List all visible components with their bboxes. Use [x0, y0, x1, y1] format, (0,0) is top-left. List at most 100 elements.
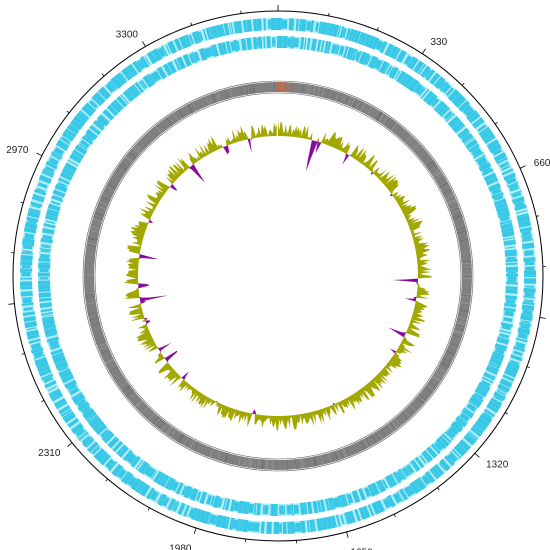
- feature-tick: [165, 425, 172, 435]
- cds-feature: [137, 460, 146, 472]
- cds-feature: [165, 477, 174, 490]
- cds-feature: [174, 58, 181, 71]
- feature-tick: [456, 230, 467, 234]
- cds-feature: [421, 474, 431, 486]
- cds-feature: [88, 99, 99, 109]
- feature-tick: [135, 144, 143, 152]
- cds-feature: [492, 351, 505, 358]
- cds-feature: [32, 193, 45, 201]
- cds-feature: [108, 461, 118, 472]
- cds-feature: [474, 420, 487, 431]
- cds-feature: [485, 177, 499, 186]
- cds-feature: [52, 189, 66, 198]
- cds-feature: [389, 45, 399, 59]
- cds-feature: [520, 314, 533, 322]
- gc-skew-positive: [123, 121, 433, 431]
- cds-feature: [371, 37, 380, 50]
- cds-feature: [182, 504, 189, 517]
- cds-feature: [173, 38, 183, 51]
- feature-tick: [249, 84, 252, 94]
- cds-feature: [139, 483, 151, 497]
- minor-tick: [41, 400, 45, 403]
- feature-tick: [338, 92, 343, 103]
- feature-tick: [438, 181, 448, 188]
- cds-feature: [51, 151, 63, 159]
- feature-tick: [357, 100, 363, 111]
- feature-tick: [84, 294, 95, 296]
- cds-feature: [67, 383, 77, 392]
- cds-feature: [394, 70, 401, 80]
- feature-tick: [286, 459, 289, 470]
- cds-ring: [20, 17, 537, 535]
- feature-tick: [453, 329, 464, 333]
- cds-feature: [517, 332, 528, 340]
- cds-feature: [39, 302, 53, 308]
- cds-feature: [23, 315, 36, 323]
- cds-feature: [450, 451, 460, 461]
- cds-feature: [464, 107, 475, 117]
- cds-feature: [63, 412, 76, 424]
- feature-tick: [240, 85, 243, 96]
- cds-feature: [182, 53, 192, 67]
- feature-tick: [313, 456, 316, 467]
- cds-feature: [414, 456, 425, 469]
- cds-feature: [327, 497, 333, 511]
- cds-feature: [379, 40, 388, 54]
- tick-label: 1980: [169, 543, 192, 550]
- feature-tick: [427, 163, 437, 170]
- cds-feature: [146, 73, 156, 86]
- cds-feature: [123, 472, 134, 485]
- feature-tick: [125, 155, 134, 163]
- cds-feature: [114, 73, 126, 86]
- cds-feature: [61, 374, 75, 384]
- cds-feature: [503, 317, 513, 323]
- cds-feature: [117, 468, 127, 479]
- feature-tick: [217, 450, 221, 461]
- cds-feature: [504, 310, 514, 317]
- cds-feature: [494, 345, 507, 352]
- feature-tick: [208, 447, 213, 458]
- cds-feature: [479, 412, 493, 424]
- feature-tick: [387, 423, 394, 432]
- cds-feature: [43, 322, 56, 330]
- cds-feature: [321, 517, 328, 530]
- feature-tick: [179, 434, 185, 444]
- minor-tick: [393, 514, 396, 518]
- tick-label: 1650: [351, 548, 374, 550]
- feature-tick: [426, 161, 435, 168]
- cds-feature: [521, 242, 535, 250]
- feature-tick: [121, 385, 131, 392]
- cds-feature: [195, 491, 202, 501]
- cds-feature: [78, 143, 88, 150]
- cds-feature: [149, 73, 158, 83]
- cds-feature: [455, 416, 467, 427]
- cds-feature: [439, 106, 450, 117]
- feature-tick: [105, 359, 115, 365]
- cds-feature: [76, 111, 89, 123]
- cds-feature: [24, 320, 38, 329]
- feature-tick: [97, 205, 107, 210]
- cds-feature: [491, 191, 504, 199]
- cds-feature: [191, 31, 200, 45]
- cds-feature: [43, 376, 54, 384]
- cds-feature: [433, 441, 444, 452]
- cds-feature: [107, 81, 117, 92]
- cds-feature: [365, 55, 371, 65]
- minor-tick: [147, 507, 150, 511]
- cds-feature: [120, 72, 127, 81]
- feature-tick: [100, 196, 111, 201]
- minor-tick: [536, 215, 540, 217]
- cds-feature: [190, 507, 199, 521]
- cds-feature: [430, 443, 441, 455]
- cds-feature: [36, 361, 49, 370]
- cds-feature: [490, 397, 503, 406]
- cds-feature: [167, 478, 176, 491]
- cds-feature: [195, 30, 202, 43]
- major-tick: [474, 453, 480, 458]
- cds-feature: [402, 467, 410, 477]
- cds-feature: [382, 62, 390, 75]
- cds-feature: [64, 162, 78, 172]
- cds-feature: [142, 75, 154, 88]
- cds-feature: [480, 128, 493, 140]
- feature-tick: [212, 93, 217, 103]
